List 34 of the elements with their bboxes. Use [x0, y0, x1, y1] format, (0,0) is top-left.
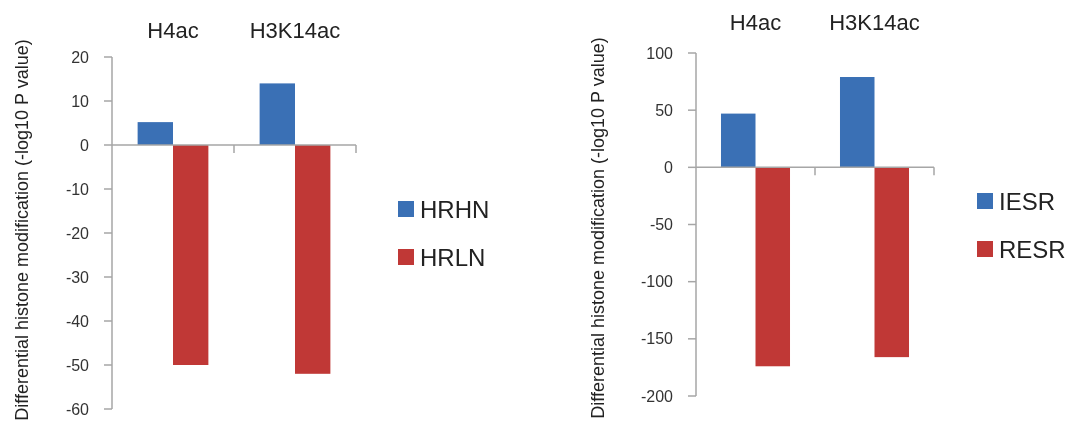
- bar: [173, 145, 209, 365]
- legend-label: HRHN: [420, 195, 490, 223]
- legend-label: IESR: [999, 187, 1056, 215]
- bar: [874, 167, 910, 358]
- y-tick-label: -10: [65, 180, 90, 198]
- y-tick-label: 0: [664, 158, 674, 176]
- y-tick-label: -30: [65, 268, 90, 286]
- bar: [755, 167, 791, 367]
- bar: [295, 145, 331, 374]
- bar: [720, 113, 756, 168]
- legend-label: RESR: [999, 235, 1066, 263]
- y-tick-label: -100: [640, 273, 674, 291]
- y-tick-label: -50: [65, 356, 90, 374]
- y-tick-label: 0: [80, 136, 90, 154]
- bar: [259, 83, 295, 145]
- y-tick-label: 20: [71, 48, 90, 66]
- bar: [839, 77, 875, 168]
- y-tick-label: -50: [649, 216, 674, 234]
- y-tick-label: 50: [655, 101, 674, 119]
- y-tick-label: 100: [646, 44, 674, 62]
- y-tick-label: -60: [65, 400, 90, 418]
- legend-label: HRLN: [420, 243, 486, 271]
- x-tick-label: H3K14ac: [829, 10, 920, 35]
- bar: [137, 122, 173, 145]
- x-tick-label: H4ac: [147, 18, 199, 43]
- y-tick-label: -150: [640, 330, 674, 348]
- y-tick-label: -20: [65, 224, 90, 242]
- y-axis-title: Differential histone modification (-log10 P value): [588, 37, 609, 419]
- x-tick-label: H3K14ac: [249, 18, 341, 43]
- y-tick-label: -40: [65, 312, 90, 330]
- y-tick-label: 10: [71, 92, 90, 110]
- y-axis-title: Differential histone modification (-log10 P value): [12, 39, 33, 421]
- x-tick-label: H4ac: [729, 10, 782, 35]
- y-tick-label: -200: [640, 387, 674, 405]
